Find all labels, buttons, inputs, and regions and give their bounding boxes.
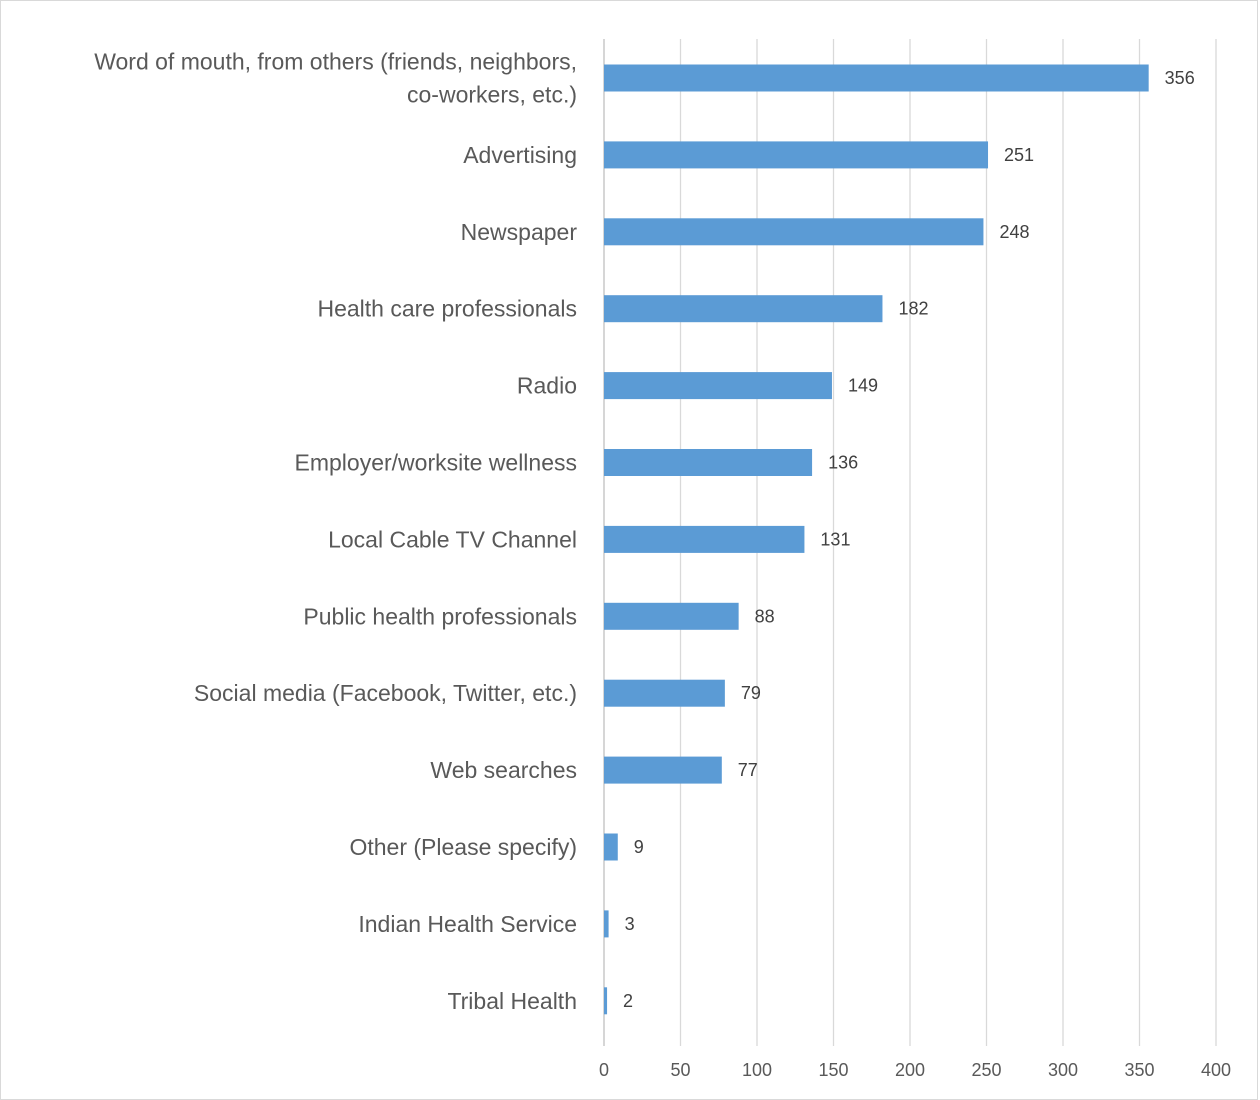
bar-1: [604, 64, 1149, 92]
data-label-4: 182: [898, 299, 928, 319]
x-tick-label-100: 100: [742, 1060, 772, 1080]
category-label-8: Public health professionals: [303, 603, 577, 629]
bar-6: [604, 449, 813, 476]
bar-4: [604, 295, 883, 323]
x-axis-ticks: 0 50 100 150 200 250 300 350 400: [599, 1060, 1231, 1080]
data-label-9: 79: [741, 683, 761, 703]
bar-10: [604, 756, 722, 784]
bar-12: [604, 910, 609, 938]
category-label-4: Health care professionals: [317, 296, 577, 322]
x-tick-label-350: 350: [1124, 1060, 1154, 1080]
data-label-5: 149: [848, 376, 878, 396]
category-label-12: Indian Health Service: [358, 911, 577, 937]
category-label-11: Other (Please specify): [349, 834, 577, 860]
x-tick-label-50: 50: [670, 1060, 690, 1080]
data-label-12: 3: [625, 914, 635, 934]
x-tick-label-400: 400: [1201, 1060, 1231, 1080]
bar-11: [604, 833, 618, 861]
category-label-9: Social media (Facebook, Twitter, etc.): [194, 680, 577, 706]
bar-13: [604, 987, 608, 1015]
category-label-13: Tribal Health: [447, 988, 577, 1014]
bar-9: [604, 679, 725, 707]
category-label-10: Web searches: [430, 757, 577, 783]
x-tick-label-300: 300: [1048, 1060, 1078, 1080]
data-label-2: 251: [1004, 145, 1034, 165]
category-label-2: Advertising: [463, 142, 577, 168]
data-label-3: 248: [999, 222, 1029, 242]
x-tick-label-0: 0: [599, 1060, 609, 1080]
category-label-1-line-2: co-workers, etc.): [407, 82, 577, 108]
bar-7: [604, 525, 805, 553]
category-label-1-line-1: Word of mouth, from others (friends, nei…: [94, 49, 577, 75]
bar-2: [604, 141, 989, 169]
data-label-10: 77: [738, 760, 758, 780]
x-tick-label-200: 200: [895, 1060, 925, 1080]
data-labels: 356 251 248 182 149 136 131 88 79 77 9 3 2: [623, 68, 1195, 1011]
bar-8: [604, 602, 739, 630]
category-label-7: Local Cable TV Channel: [328, 526, 577, 552]
data-label-8: 88: [755, 606, 775, 626]
bars: [604, 64, 1149, 1015]
x-tick-label-150: 150: [818, 1060, 848, 1080]
data-label-11: 9: [634, 837, 644, 857]
x-tick-label-250: 250: [971, 1060, 1001, 1080]
category-label-3: Newspaper: [461, 219, 578, 245]
bar-5: [604, 372, 832, 400]
category-label-6: Employer/worksite wellness: [295, 450, 577, 476]
category-labels: Word of mouth, from others (friends, nei…: [94, 49, 577, 1014]
data-label-13: 2: [623, 991, 633, 1011]
data-label-6: 136: [828, 453, 858, 473]
data-label-1: 356: [1165, 68, 1195, 88]
bar-3: [604, 218, 984, 246]
category-label-5: Radio: [517, 373, 577, 399]
data-label-7: 131: [820, 529, 850, 549]
